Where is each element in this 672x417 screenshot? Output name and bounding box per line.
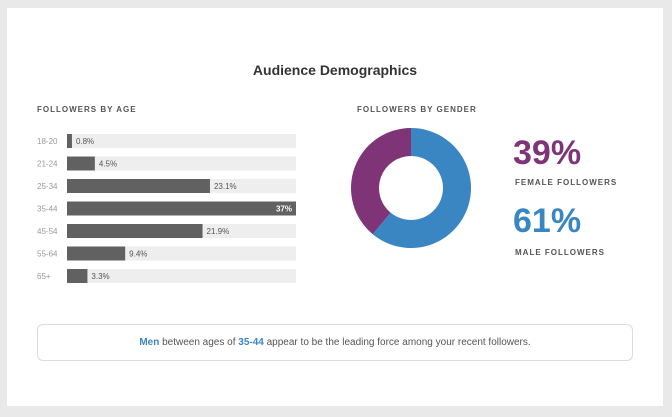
demographics-card: Audience Demographics FOLLOWERS BY AGE F…: [7, 8, 663, 406]
female-slice: [351, 128, 411, 235]
age-value-label: 37%: [276, 205, 292, 214]
age-category-label: 25-34: [37, 182, 58, 191]
age-value-label: 23.1%: [214, 182, 237, 191]
insight-gender-highlight: Men: [139, 337, 160, 348]
age-bar: [67, 224, 203, 238]
age-value-label: 0.8%: [76, 137, 94, 146]
age-category-label: 35-44: [37, 205, 58, 214]
age-value-label: 4.5%: [99, 160, 117, 169]
male-slice: [372, 128, 471, 248]
age-category-label: 21-24: [37, 160, 58, 169]
age-bar-track: [67, 134, 296, 148]
age-bar: [67, 246, 126, 261]
age-value-label: 9.4%: [129, 250, 147, 259]
male-percentage: 61%: [513, 202, 582, 240]
age-value-label: 21.9%: [207, 227, 230, 236]
age-value-label: 3.3%: [91, 272, 109, 281]
male-caption: MALE FOLLOWERS: [515, 248, 605, 257]
page-title: Audience Demographics: [252, 62, 418, 78]
age-category-label: 18-20: [37, 137, 58, 146]
age-bar: [67, 269, 88, 283]
gender-donut-chart: [351, 128, 471, 248]
insight-text-middle: between ages of: [159, 337, 239, 348]
age-bar-track: [67, 156, 296, 171]
insight-text-suffix: appear to be the leading force among you…: [263, 337, 531, 348]
insight-box: Men between ages of 35-44 appear to be t…: [37, 324, 633, 361]
age-category-label: 45-54: [37, 227, 58, 236]
age-section-label: FOLLOWERS BY AGE: [37, 105, 137, 114]
age-category-label: 55-64: [37, 250, 58, 259]
age-category-label: 65+: [37, 272, 51, 281]
age-bar: [67, 156, 95, 171]
female-caption: FEMALE FOLLOWERS: [515, 178, 618, 187]
age-bar-track: [67, 269, 296, 283]
age-bar: [67, 179, 210, 193]
age-bar: [67, 201, 296, 216]
female-percentage: 39%: [513, 134, 582, 172]
gender-section-label: FOLLOWERS BY GENDER: [357, 105, 477, 114]
insight-age-highlight: 35-44: [238, 337, 264, 348]
age-bar-chart: 18-20 0.8% 21-24 4.5% 25-34 23.1% 35-44 37% 45-5…: [37, 134, 296, 283]
age-bar: [67, 134, 72, 148]
